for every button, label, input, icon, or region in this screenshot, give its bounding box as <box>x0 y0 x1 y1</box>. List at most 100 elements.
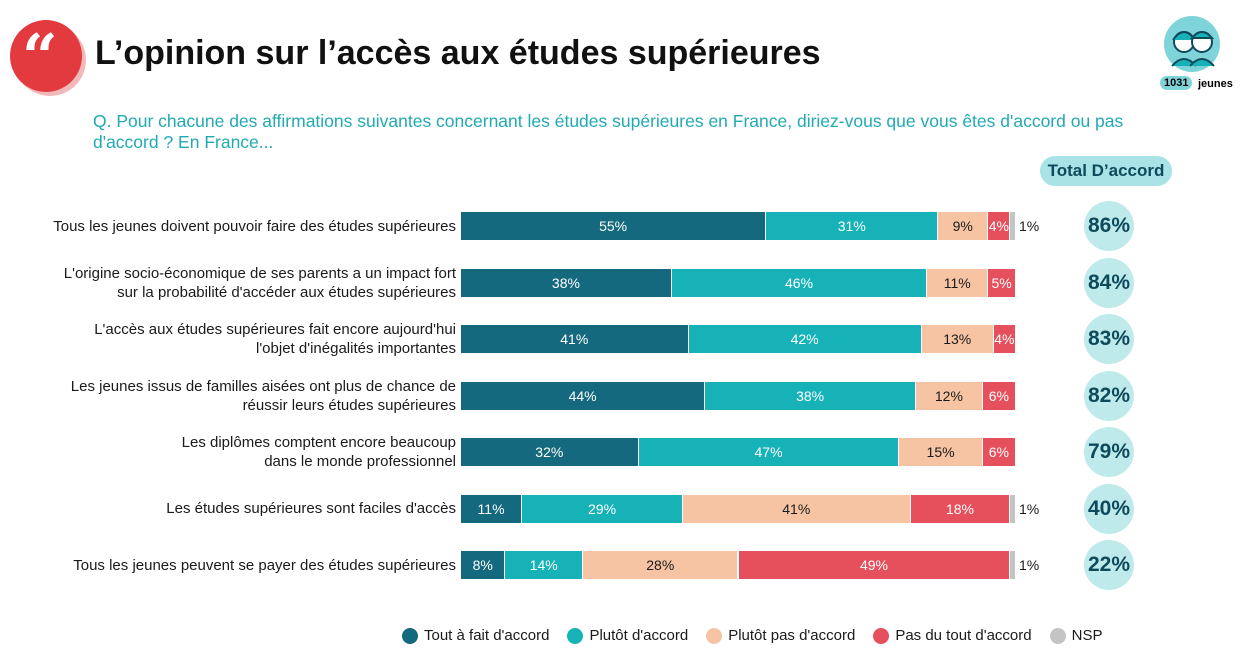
bar-value-label: 11% <box>943 274 971 291</box>
seg-pas-du-tout: 49% <box>738 551 1011 579</box>
legend-label: NSP <box>1071 627 1103 644</box>
row-label-line: dans le monde professionnel <box>264 453 456 470</box>
row-label: Tous les jeunes peuvent se payer des étu… <box>73 556 456 575</box>
total-accord-value: 83% <box>1084 314 1134 364</box>
bar-value-label: 14% <box>529 557 558 573</box>
total-accord-header: Total D’accord <box>1040 156 1172 186</box>
seg-plutot-pas: 15% <box>899 438 983 466</box>
seg-plutot: 29% <box>522 494 683 523</box>
legend-label: Pas du tout d'accord <box>895 627 1032 644</box>
bar-value-label: 29% <box>588 500 617 517</box>
seg-tout-a-fait: 41% <box>461 325 689 353</box>
seg-tout-a-fait: 38% <box>461 268 672 297</box>
legend-swatch <box>706 627 723 644</box>
row-label: Tous les jeunes doivent pouvoir faire de… <box>53 217 456 236</box>
total-accord-value: 22% <box>1084 540 1134 590</box>
bar-value-label: 32% <box>535 444 564 460</box>
page-title: L’opinion sur l’accès aux études supérie… <box>95 34 821 72</box>
bar-value-label: 15% <box>926 444 955 460</box>
seg-pas-du-tout: 4% <box>988 212 1011 240</box>
legend-item-plutot-pas: Plutôt pas d'accord <box>706 627 855 644</box>
row-label-line: L'accès aux études supérieures fait enco… <box>94 321 456 338</box>
bar-value-label: 44% <box>568 387 597 404</box>
bar-value-label: 6% <box>988 387 1009 404</box>
row-label: Les diplômes comptent encore beaucoup dan… <box>182 433 456 471</box>
seg-plutot-pas: 41% <box>683 494 911 523</box>
nsp-value-label: 1% <box>1019 557 1040 573</box>
row-label: Les études supérieures sont faciles d'ac… <box>166 499 456 518</box>
nsp-value-label: 1% <box>1019 500 1040 517</box>
seg-tout-a-fait: 8% <box>461 551 506 579</box>
bar-value-label: 6% <box>988 444 1009 460</box>
seg-plutot: 42% <box>688 325 922 353</box>
seg-pas-du-tout: 6% <box>982 438 1016 466</box>
quote-badge: “ <box>10 20 82 92</box>
seg-tout-a-fait: 32% <box>461 438 639 466</box>
seg-plutot: 14% <box>505 551 584 579</box>
legend-item-tout-a-fait: Tout à fait d'accord <box>402 627 549 644</box>
legend-label: Plutôt pas d'accord <box>728 627 856 644</box>
bar-value-label: 5% <box>991 274 1012 291</box>
total-accord-value: 82% <box>1084 370 1134 421</box>
row-label-line: Tous les jeunes doivent pouvoir faire de… <box>53 217 456 235</box>
seg-plutot: 31% <box>766 212 939 240</box>
seg-plutot-pas: 12% <box>916 381 983 410</box>
row-label-line: Tous les jeunes peuvent se payer des étu… <box>73 556 456 574</box>
bar-value-label: 28% <box>646 557 675 573</box>
row-label: Les jeunes issus de familles aisées ont … <box>71 377 456 415</box>
seg-pas-du-tout: 18% <box>910 494 1011 523</box>
seg-nsp <box>1010 494 1016 523</box>
quote-icon: “ <box>22 20 58 93</box>
bar-value-label: 9% <box>952 218 973 234</box>
bar-value-label: 41% <box>560 331 589 347</box>
legend-item-plutot: Plutôt d'accord <box>567 627 688 644</box>
row-label-line: Les jeunes issus de familles aisées ont … <box>70 377 456 395</box>
legend-label: Plutôt d'accord <box>589 627 689 644</box>
bar-value-label: 18% <box>945 500 974 517</box>
seg-tout-a-fait: 55% <box>461 212 767 240</box>
seg-pas-du-tout: 6% <box>982 381 1016 410</box>
seg-plutot: 46% <box>671 268 928 297</box>
seg-pas-du-tout: 4% <box>993 325 1016 353</box>
legend-swatch <box>873 627 890 644</box>
seg-nsp <box>1010 212 1016 240</box>
total-accord-value: 79% <box>1084 427 1134 477</box>
seg-plutot-pas: 9% <box>938 212 989 240</box>
bar-value-label: 38% <box>796 387 825 404</box>
seg-plutot-pas: 13% <box>921 325 994 353</box>
row-label-line: réussir leurs études supérieures <box>242 396 456 414</box>
seg-tout-a-fait: 11% <box>461 494 523 523</box>
bar-value-label: 38% <box>551 274 580 291</box>
bar-value-label: 11% <box>477 500 505 517</box>
bar-value-label: 4% <box>988 218 1009 234</box>
total-accord-value: 40% <box>1084 483 1134 534</box>
bar-value-label: 55% <box>599 218 628 234</box>
legend-item-nsp: NSP <box>1049 627 1103 644</box>
row-label-line: Les études supérieures sont faciles d'ac… <box>166 500 456 517</box>
sample-label: jeunes <box>1198 78 1233 90</box>
nsp-value-label: 1% <box>1019 218 1040 234</box>
legend-swatch <box>402 627 418 644</box>
row-label: L'origine socio-économique de ses parent… <box>64 264 456 302</box>
sample-badge: 1031 jeunes <box>1160 14 1233 94</box>
bar-value-label: 41% <box>782 500 811 517</box>
seg-nsp <box>1010 551 1016 579</box>
row-label-line: L'origine socio-économique de ses parent… <box>63 264 456 282</box>
bar-value-label: 31% <box>837 218 866 234</box>
bar-value-label: 13% <box>943 331 972 347</box>
row-label-line: sur la probabilité d'accéder aux études … <box>117 283 456 301</box>
row-label-line: Les diplômes comptent encore beaucoup <box>181 434 456 451</box>
total-accord-value: 86% <box>1084 201 1134 251</box>
young-people-icon <box>1164 16 1220 72</box>
bar-value-label: 42% <box>790 331 819 347</box>
seg-plutot-pas: 11% <box>927 268 989 297</box>
seg-plutot: 38% <box>705 381 917 410</box>
legend-swatch <box>1049 627 1066 644</box>
sample-size: 1031 <box>1160 76 1193 90</box>
legend-item-pas-du-tout: Pas du tout d'accord <box>873 627 1032 644</box>
bar-value-label: 8% <box>472 557 493 573</box>
total-accord-value: 84% <box>1084 257 1134 308</box>
seg-plutot-pas: 28% <box>583 551 739 579</box>
bar-value-label: 47% <box>754 444 783 460</box>
row-label: L'accès aux études supérieures fait enco… <box>94 320 456 358</box>
